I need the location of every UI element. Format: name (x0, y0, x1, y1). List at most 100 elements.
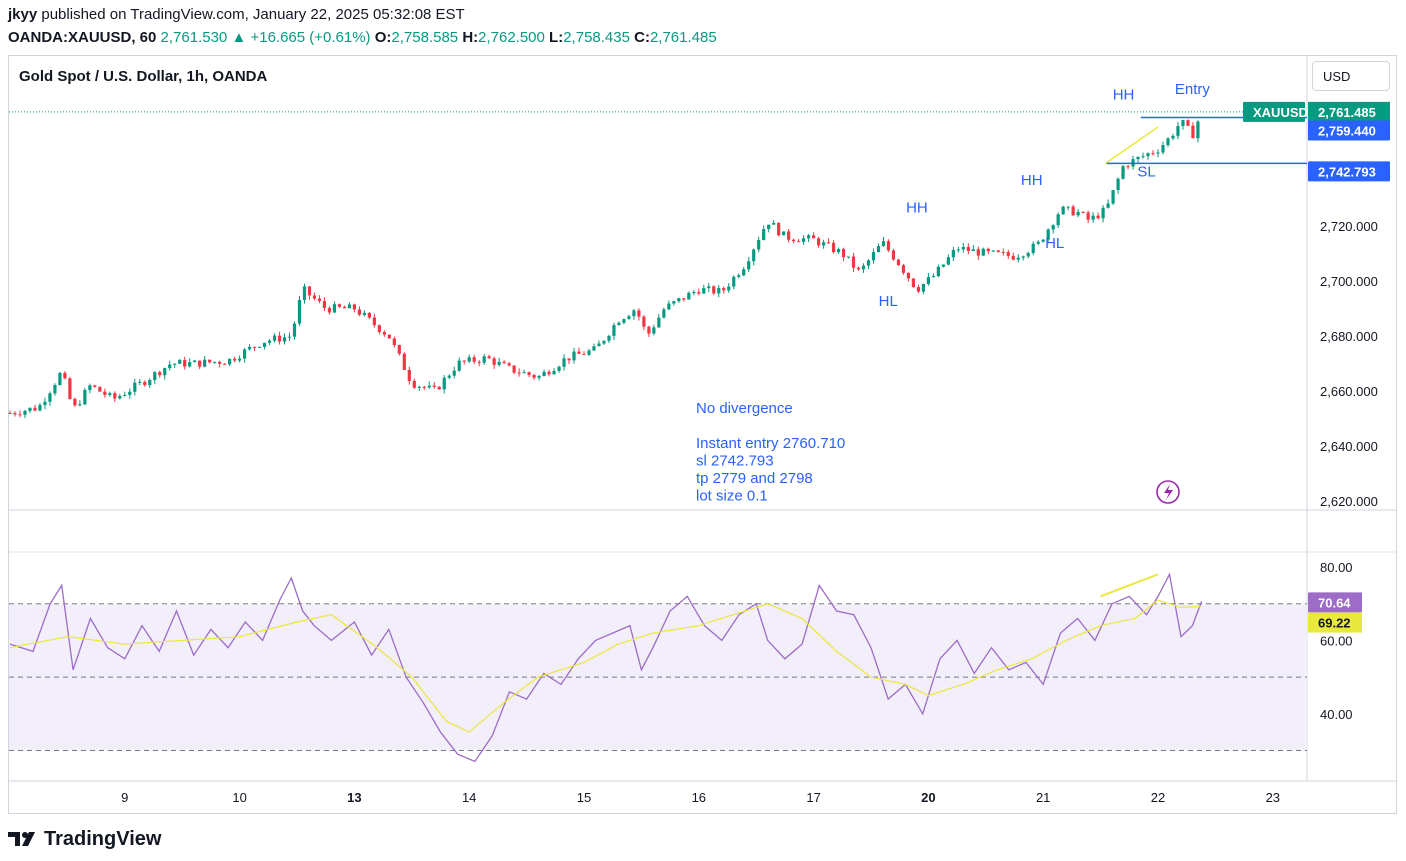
candle-body (462, 360, 466, 362)
candle-body (123, 394, 127, 396)
candle-body (1101, 207, 1105, 219)
candle-body (512, 365, 516, 373)
candle-body (352, 304, 356, 310)
x-tick-label: 21 (1036, 790, 1050, 805)
candle-body (247, 346, 252, 350)
chart-annotation: HL (1045, 235, 1064, 252)
candle-body (717, 288, 721, 294)
candle-body (262, 342, 267, 347)
candle-body (1046, 229, 1050, 240)
candle-body (692, 292, 696, 294)
candle-body (592, 346, 596, 351)
candle-body (1091, 215, 1095, 220)
candle-body (23, 410, 27, 415)
candle-body (487, 356, 491, 359)
candle-body (856, 267, 861, 270)
candle-body (1026, 253, 1030, 257)
lightning-icon[interactable] (1156, 480, 1180, 504)
candle-body (1156, 152, 1160, 154)
candle-body (552, 370, 556, 375)
candle-body (317, 298, 322, 302)
candle-body (73, 398, 77, 406)
candle-body (277, 335, 282, 342)
candle-body (367, 312, 371, 318)
open-value: 2,758.585 (391, 29, 459, 46)
candle-body (18, 414, 22, 416)
candle-body (921, 283, 926, 292)
candle-body (482, 356, 486, 363)
x-tick-label: 13 (347, 790, 361, 805)
candle-body (557, 366, 561, 371)
candle-body (242, 349, 247, 359)
candle-body (757, 240, 761, 250)
candle-body (347, 304, 352, 309)
x-tick-label: 22 (1151, 790, 1165, 805)
candle-body (1051, 225, 1055, 230)
candle-body (627, 316, 631, 320)
candle-body (332, 304, 337, 313)
candle-body (342, 306, 347, 309)
candle-body (617, 322, 621, 326)
price-tick-label: 2,700.000 (1320, 274, 1378, 289)
candle-body (871, 252, 876, 261)
candle-body (567, 358, 571, 361)
price-tick-label: 2,640.000 (1320, 439, 1378, 454)
candle-body (901, 265, 906, 273)
candle-body (128, 391, 132, 395)
candle-body (1171, 135, 1175, 139)
candle-body (407, 369, 411, 381)
candle-body (63, 372, 67, 379)
candle-body (687, 292, 691, 300)
candle-body (672, 301, 676, 304)
candle-body (13, 413, 17, 415)
footer-brand: TradingView (44, 827, 162, 850)
candle-body (412, 380, 416, 388)
candle-body (667, 303, 671, 310)
candle-body (472, 357, 476, 362)
note-line: No divergence (696, 400, 793, 417)
candle-body (722, 288, 726, 291)
rsi-tick-label: 40.00 (1320, 707, 1353, 722)
candle-body (991, 250, 995, 252)
candle-body (357, 309, 361, 315)
price-trendline (1105, 126, 1159, 164)
candle-body (362, 312, 366, 315)
candle-body (1121, 166, 1125, 179)
rsi-value-badge-bg (1308, 592, 1362, 613)
candle-body (1006, 252, 1010, 256)
high-label: H: (462, 29, 479, 46)
candle-body (397, 345, 401, 354)
candle-body (777, 222, 781, 236)
candle-body (437, 386, 441, 390)
candle-body (612, 325, 616, 336)
currency-selector[interactable]: USD (1312, 61, 1390, 91)
author-name[interactable]: jkyy (8, 6, 38, 23)
candle-body (976, 249, 980, 256)
candle-body (1041, 239, 1045, 242)
x-tick-label: 10 (232, 790, 246, 805)
chart-annotation: SL (1137, 164, 1155, 181)
candle-body (861, 265, 866, 270)
footer-logo[interactable]: TradingView (8, 825, 161, 853)
candle-body (1176, 126, 1180, 136)
candle-body (183, 360, 187, 367)
candle-body (1001, 252, 1005, 254)
candle-body (492, 358, 496, 365)
candle-body (1016, 257, 1020, 260)
candle-body (597, 343, 601, 347)
rsi-ma-line (9, 599, 1202, 733)
candle-body (507, 363, 511, 366)
candle-body (747, 261, 751, 270)
candle-body (807, 235, 811, 239)
candle-body (677, 298, 681, 302)
candle-body (1111, 190, 1115, 204)
candle-body (78, 404, 82, 406)
candle-body (302, 286, 307, 300)
candle-body (417, 386, 421, 388)
candle-body (213, 361, 217, 363)
candle-body (821, 242, 826, 246)
candle-body (537, 375, 541, 378)
candle-body (1106, 203, 1110, 208)
candle-body (767, 224, 771, 230)
